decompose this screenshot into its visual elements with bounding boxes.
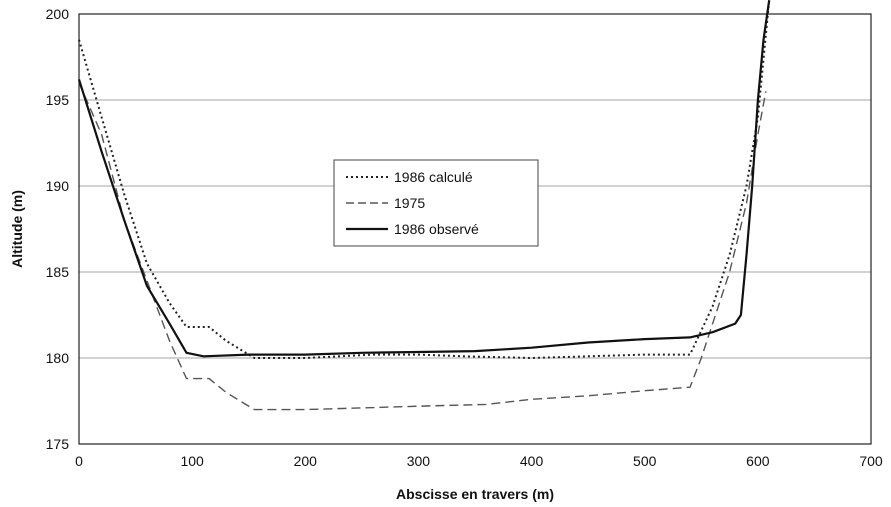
y-tick-180: 180 [46,350,70,366]
x-tick-500: 500 [633,453,657,469]
x-tick-200: 200 [294,453,318,469]
legend-box [333,159,539,247]
x-tick-600: 600 [746,453,770,469]
series-line-1 [78,82,767,411]
y-tick-175: 175 [46,436,70,452]
legend-label-1975: 1975 [394,195,425,211]
x-tick-0: 0 [75,453,83,469]
y-tick-185: 185 [46,264,70,280]
x-axis-title: Abscisse en travers (m) [396,486,554,502]
series-layer [77,0,771,411]
legend-label-1986-calcule: 1986 calculé [394,169,473,185]
y-tick-labels: 175 180 185 190 195 200 [46,6,70,452]
y-tick-200: 200 [46,6,70,22]
y-axis-title: Altitude (m) [9,190,25,268]
x-tick-400: 400 [520,453,544,469]
x-tick-300: 300 [407,453,431,469]
x-tick-700: 700 [859,453,883,469]
series-line-2 [77,0,771,358]
x-tick-100: 100 [180,453,204,469]
series-line-0 [78,0,771,359]
legend-label-1986-observe: 1986 observé [394,221,479,237]
plot-area-border [78,13,872,445]
x-tick-labels: 0 100 200 300 400 500 600 700 [75,453,883,469]
legend: 1986 calculé 1975 1986 observé [333,159,539,247]
y-tick-190: 190 [46,178,70,194]
y-tick-195: 195 [46,92,70,108]
